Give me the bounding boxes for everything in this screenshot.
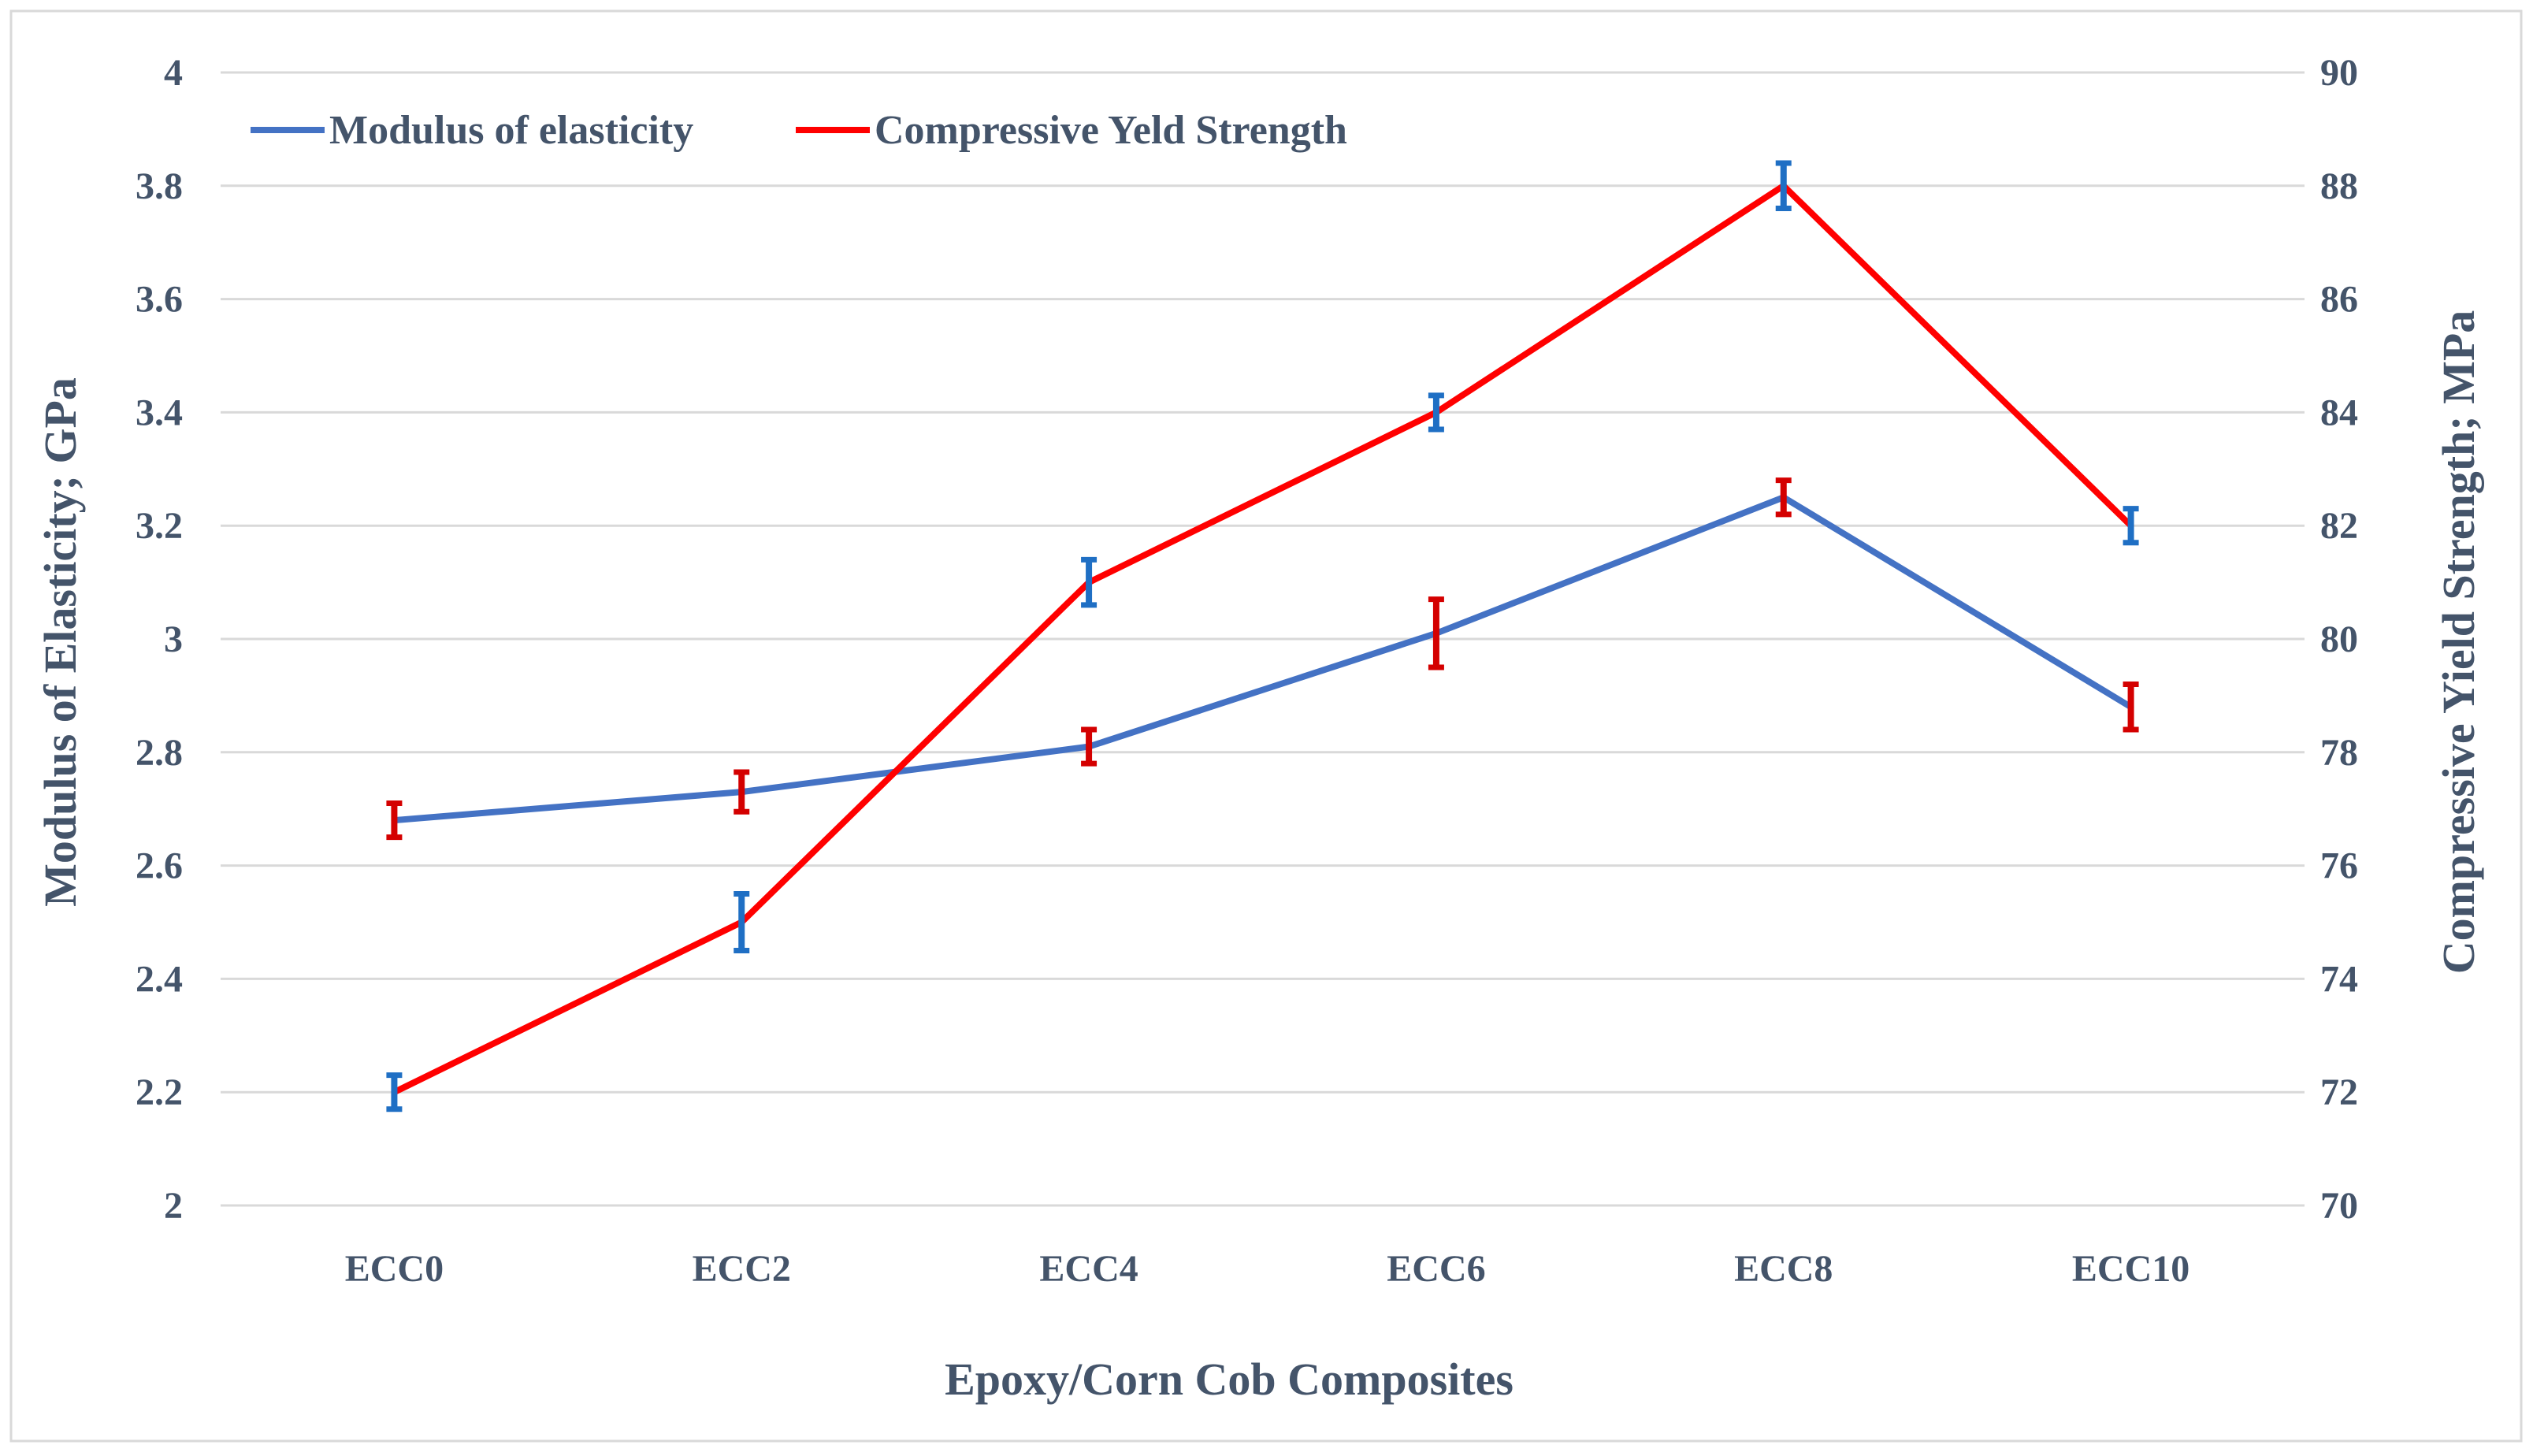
right-tick-label: 86: [2320, 279, 2358, 321]
error-bar: [386, 1072, 403, 1112]
left-axis-ticks: 2 2.2 2.4 2.6 2.8 3 3.2 3.4 3.6 3.8 4: [136, 52, 183, 1227]
left-tick-label: 3: [164, 618, 183, 660]
x-tick-label: ECC10: [2072, 1248, 2189, 1290]
x-axis-ticks: ECC0 ECC2 ECC4 ECC6 ECC8 ECC10: [345, 1248, 2190, 1290]
error-bar: [1081, 556, 1098, 608]
x-tick-label: ECC2: [693, 1248, 791, 1290]
series-line-compressive: [391, 182, 2134, 1096]
left-tick-label: 2.2: [136, 1072, 183, 1113]
right-tick-label: 88: [2320, 165, 2358, 207]
error-bar: [1081, 726, 1098, 767]
right-tick-label: 82: [2320, 505, 2358, 547]
series-line-modulus: [391, 494, 2134, 824]
right-tick-label: 74: [2320, 958, 2358, 1000]
right-tick-label: 84: [2320, 392, 2358, 433]
left-tick-label: 4: [164, 52, 183, 94]
x-axis-title: Epoxy/Corn Cob Composites: [945, 1354, 1513, 1405]
left-tick-label: 2.6: [136, 845, 183, 887]
right-tick-label: 70: [2320, 1185, 2358, 1227]
error-bar: [1428, 596, 1444, 670]
right-axis-ticks: 70 72 74 76 78 80 82 84 86 88 90: [2320, 52, 2358, 1227]
left-tick-label: 3.4: [136, 392, 183, 433]
error-bar: [734, 769, 750, 815]
left-tick-label: 2: [164, 1185, 183, 1227]
x-tick-label: ECC0: [345, 1248, 444, 1290]
left-axis-title: Modulus of Elasticity; GPa: [35, 377, 86, 907]
left-tick-label: 3.2: [136, 505, 183, 547]
error-bar: [1775, 160, 1792, 212]
error-bar: [2123, 506, 2139, 546]
left-tick-label: 3.8: [136, 165, 183, 207]
error-bar: [734, 891, 750, 953]
left-tick-label: 2.4: [136, 958, 183, 1000]
right-tick-label: 90: [2320, 52, 2358, 94]
right-tick-label: 76: [2320, 845, 2358, 887]
x-tick-label: ECC6: [1387, 1248, 1485, 1290]
error-bars: [386, 160, 2139, 1112]
legend-label-compressive: Compressive Yeld Strength: [875, 108, 1347, 153]
left-tick-label: 3.6: [136, 279, 183, 321]
right-tick-label: 72: [2320, 1072, 2358, 1113]
error-bar: [386, 800, 403, 841]
x-tick-label: ECC4: [1039, 1248, 1138, 1290]
error-bar: [1428, 392, 1444, 433]
left-tick-label: 2.8: [136, 732, 183, 774]
series-lines: [391, 182, 2134, 1096]
legend: Modulus of elasticity Compressive Yeld S…: [251, 108, 1347, 153]
x-tick-label: ECC8: [1734, 1248, 1833, 1290]
legend-label-modulus: Modulus of elasticity: [329, 108, 693, 153]
right-axis-title: Compressive Yield Strength; MPa: [2433, 310, 2484, 975]
right-tick-label: 78: [2320, 732, 2358, 774]
right-tick-label: 80: [2320, 618, 2358, 660]
chart-border: [9, 9, 2523, 1443]
error-bar: [1775, 477, 1792, 518]
error-bar: [2123, 682, 2139, 733]
gridlines: [221, 71, 2305, 1207]
